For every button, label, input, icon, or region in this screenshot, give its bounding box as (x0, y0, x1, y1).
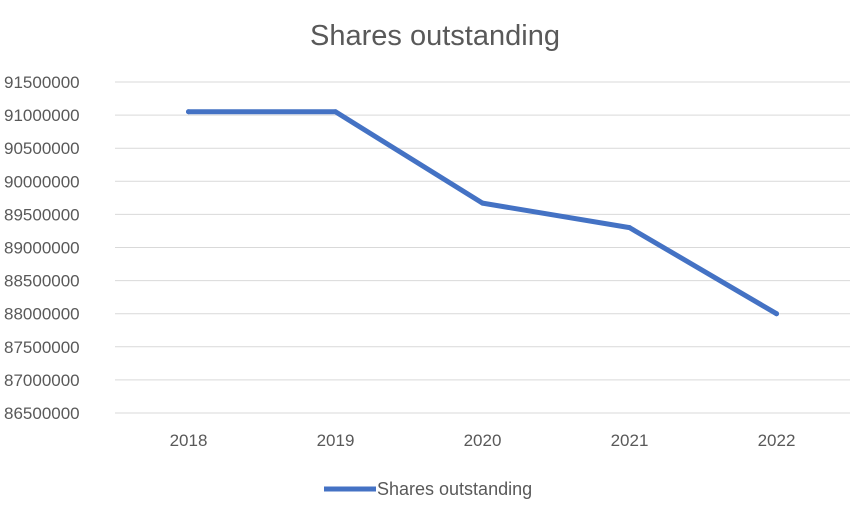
x-tick-label: 2019 (317, 431, 355, 450)
y-tick-label: 87500000 (4, 338, 80, 357)
chart-title: Shares outstanding (310, 20, 560, 52)
gridlines (115, 81, 850, 414)
x-tick-label: 2022 (758, 431, 796, 450)
data-point (333, 109, 338, 115)
y-tick-label: 86500000 (4, 404, 80, 423)
series-layer (186, 109, 779, 317)
x-axis-tick-labels: 2018 2019 2020 2021 2022 (170, 431, 796, 450)
x-tick-label: 2021 (611, 431, 649, 450)
y-tick-label: 90000000 (4, 172, 80, 191)
y-tick-label: 91500000 (4, 73, 80, 92)
legend: Shares outstanding (324, 479, 532, 499)
data-point (186, 109, 191, 115)
data-point (774, 311, 779, 317)
y-tick-label: 87000000 (4, 371, 80, 390)
series-line (186, 109, 779, 317)
y-tick-label: 89000000 (4, 239, 80, 258)
x-tick-label: 2020 (464, 431, 502, 450)
y-tick-label: 88500000 (4, 272, 80, 291)
legend-label: Shares outstanding (377, 479, 532, 499)
data-point (627, 225, 632, 231)
y-tick-label: 91000000 (4, 106, 80, 125)
y-tick-label: 90500000 (4, 139, 80, 158)
y-tick-label: 89500000 (4, 205, 80, 224)
data-point (480, 200, 485, 206)
x-tick-label: 2018 (170, 431, 208, 450)
y-tick-label: 88000000 (4, 305, 80, 324)
y-axis-tick-labels: 86500000 87000000 87500000 88000000 88500000… (4, 73, 80, 423)
